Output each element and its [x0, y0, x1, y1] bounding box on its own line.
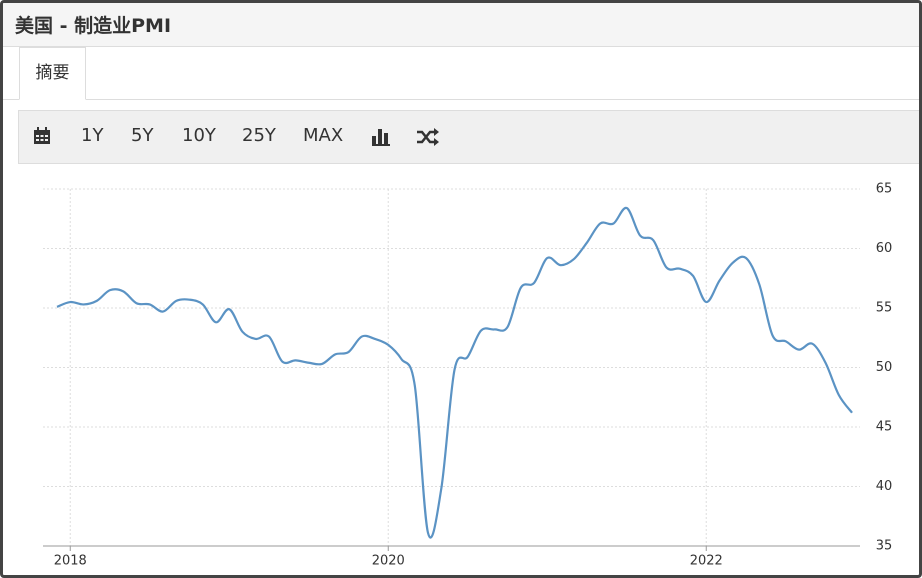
calendar-icon[interactable] [33, 127, 51, 145]
x-tick-label: 2020 [372, 554, 405, 569]
y-tick-label: 55 [876, 301, 893, 316]
header: 美国 - 制造业PMI [3, 3, 919, 47]
x-tick-label: 2018 [54, 554, 87, 569]
x-tick-label: 2022 [690, 554, 723, 569]
range-button[interactable]: 25Y [242, 125, 276, 146]
range-button[interactable]: 5Y [131, 125, 154, 146]
y-tick-label: 45 [876, 420, 893, 435]
page-title: 美国 - 制造业PMI [15, 15, 172, 37]
range-button[interactable]: 10Y [182, 125, 216, 146]
shuffle-icon[interactable] [417, 128, 439, 146]
toolbar: 1Y 5Y 10Y 25Y MAX [18, 110, 919, 164]
y-tick-label: 35 [876, 539, 893, 554]
y-tick-label: 50 [876, 360, 893, 375]
chart: 35 40 45 50 55 60 65 2018 2020 2022 [43, 182, 893, 569]
y-tick-label: 60 [876, 241, 893, 256]
tab[interactable]: 摘要 [19, 47, 86, 100]
tab-border [3, 99, 919, 100]
range-button[interactable]: MAX [303, 125, 344, 146]
y-tick-label: 40 [876, 479, 893, 494]
bar-chart-icon[interactable] [372, 128, 390, 146]
y-tick-label: 65 [876, 182, 893, 197]
range-button[interactable]: 1Y [81, 125, 104, 146]
data-line [56, 206, 853, 539]
